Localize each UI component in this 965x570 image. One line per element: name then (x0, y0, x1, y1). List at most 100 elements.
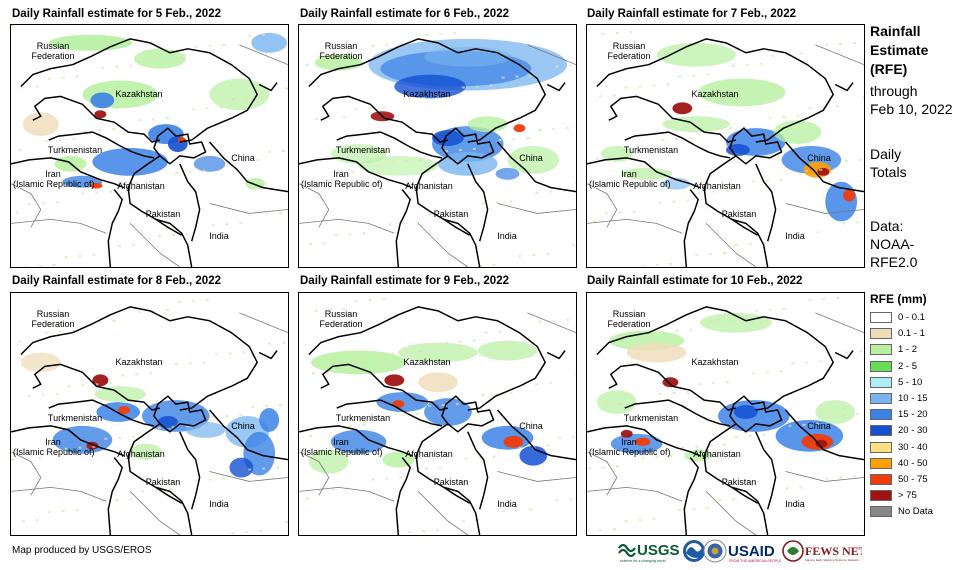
rainfall-speckle (416, 221, 420, 224)
rainfall-map-feb-6: Russian Federation Kazakhstan Turkmenistan… (298, 24, 577, 268)
rainfall-speckle (649, 338, 653, 341)
rainfall-speckle (549, 382, 553, 385)
rainfall-speckle (259, 530, 263, 533)
country-border (834, 82, 854, 92)
rainfall-speckle (55, 393, 59, 396)
rainfall-speckle (686, 391, 690, 394)
rainfall-speckle (58, 139, 62, 142)
legend-label: 15 - 20 (898, 409, 928, 421)
rainfall-speckle (55, 201, 59, 204)
map-label-turkmenistan: Turkmenistan (335, 413, 391, 423)
rainfall-speckle (118, 245, 122, 248)
rainfall-speckle (388, 414, 392, 417)
map-label-kazakhstan: Kazakhstan (115, 357, 163, 367)
country-border (336, 131, 443, 159)
rainfall-patch (503, 435, 524, 448)
side-daily-line1: Daily (870, 146, 902, 162)
rainfall-speckle (317, 489, 321, 492)
minor-border (299, 486, 395, 502)
rainfall-speckle (452, 31, 456, 34)
minor-border (209, 203, 288, 214)
map-canvas (587, 293, 864, 535)
country-border (107, 457, 123, 535)
rainfall-speckle (475, 85, 479, 88)
rainfall-speckle (11, 458, 14, 461)
minor-border (11, 183, 42, 228)
country-border (497, 141, 576, 193)
rainfall-speckle (208, 478, 212, 481)
rainfall-patch (330, 429, 387, 454)
rainfall-speckle (808, 107, 812, 110)
rainfall-patch (424, 46, 512, 67)
minor-border (11, 451, 42, 496)
country-border (624, 399, 731, 427)
map-label-afghanistan: Afghanistan (117, 181, 165, 191)
rainfall-speckle (138, 310, 142, 313)
rainfall-speckle (38, 265, 42, 267)
rainfall-speckle (331, 54, 335, 57)
rainfall-speckle (661, 330, 665, 333)
rainfall-speckle (231, 532, 235, 535)
rainfall-speckle (785, 53, 789, 56)
country-border (731, 218, 759, 236)
rainfall-speckle (731, 64, 735, 67)
rainfall-speckle (81, 192, 85, 195)
map-label-china: China (231, 153, 255, 163)
rainfall-speckle (314, 118, 318, 121)
rainfall-speckle (718, 499, 722, 502)
rainfall-speckle (422, 96, 426, 99)
country-border (624, 131, 731, 159)
country-border (608, 363, 737, 411)
minor-border (497, 471, 576, 482)
rainfall-speckle (788, 233, 792, 236)
rainfall-speckle (461, 86, 465, 89)
map-label-india: India (785, 499, 805, 509)
rainfall-speckle (745, 63, 749, 66)
rainfall-speckle (314, 309, 318, 312)
rainfall-speckle (661, 139, 665, 142)
rainfall-speckle (328, 117, 332, 120)
legend-label: No Data (898, 506, 933, 518)
rainfall-speckle (444, 341, 448, 344)
country-border (785, 141, 864, 193)
country-border (755, 431, 777, 510)
rainfall-speckle (535, 383, 539, 386)
rainfall-speckle (689, 137, 693, 140)
rainfall-speckle (853, 475, 857, 478)
country-border (497, 409, 576, 461)
rainfall-speckle (41, 394, 45, 397)
rainfall-speckle (64, 447, 68, 450)
rainfall-patch (185, 421, 226, 438)
rainfall-speckle (604, 212, 608, 215)
rainfall-speckle (723, 443, 726, 446)
rainfall-speckle (672, 200, 676, 203)
rainfall-map-feb-7: Russian Federation Kazakhstan Turkmenistan… (586, 24, 865, 268)
rainfall-speckle (399, 42, 403, 45)
country-border (596, 306, 834, 411)
map-label-russia: Russian Federation (319, 41, 363, 61)
rainfall-speckle (61, 510, 65, 513)
rainfall-speckle (345, 53, 349, 56)
rainfall-patch (596, 390, 637, 414)
map-label-iran: Iran (Islamic Republic of) (589, 169, 671, 189)
rainfall-speckle (802, 423, 806, 426)
rainfall-speckle (408, 531, 412, 534)
minor-border (299, 218, 395, 234)
rainfall-speckle (768, 308, 772, 311)
rainfall-speckle (405, 351, 409, 354)
rainfall-speckle (15, 211, 19, 214)
rainfall-speckle (555, 65, 559, 68)
legend-title: RFE (mm) (870, 292, 927, 306)
rainfall-speckle (342, 307, 346, 310)
rainfall-speckle (862, 96, 864, 99)
rainfall-speckle (305, 497, 309, 500)
rainfall-speckle (419, 350, 423, 353)
rainfall-speckle (853, 41, 857, 44)
rainfall-speckle (239, 414, 243, 416)
country-border (443, 218, 471, 236)
rainfall-speckle (712, 382, 716, 385)
country-border (834, 350, 854, 360)
rainfall-speckle (438, 32, 442, 35)
country-border (155, 218, 183, 236)
country-border (48, 399, 155, 427)
